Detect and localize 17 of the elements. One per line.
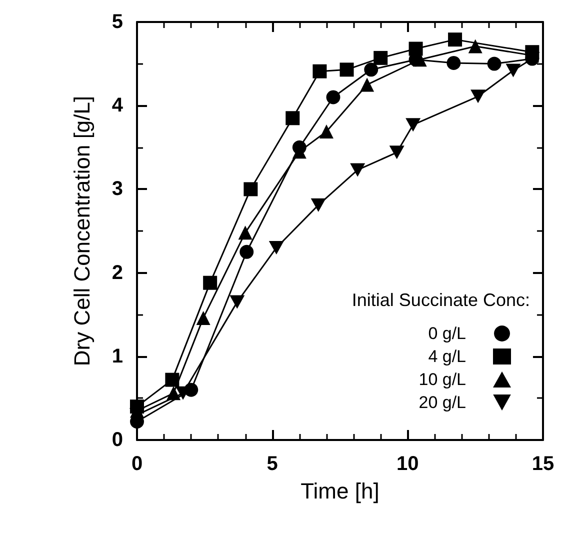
legend-label: 20 g/L: [418, 393, 466, 412]
y-tick-label: 1: [112, 345, 123, 368]
x-tick-label: 0: [131, 453, 143, 475]
x-tick-label: 15: [532, 453, 554, 475]
legend-title: Initial Succinate Conc:: [352, 290, 530, 310]
legend-label: 10 g/L: [418, 370, 466, 389]
x-tick-label: 5: [266, 453, 278, 475]
y-tick-label: 4: [112, 94, 124, 117]
y-axis-title: Dry Cell Concentration [g/L]: [70, 96, 94, 366]
y-tick-label: 0: [112, 429, 123, 451]
x-tick-label: 10: [396, 453, 419, 475]
y-tick-label: 3: [112, 178, 123, 200]
legend-label: 4 g/L: [428, 347, 466, 366]
legend-label: 0 g/L: [428, 324, 466, 343]
y-tick-label: 2: [112, 262, 123, 284]
x-axis-title: Time [h]: [300, 478, 380, 504]
y-tick-label: 5: [112, 11, 123, 33]
